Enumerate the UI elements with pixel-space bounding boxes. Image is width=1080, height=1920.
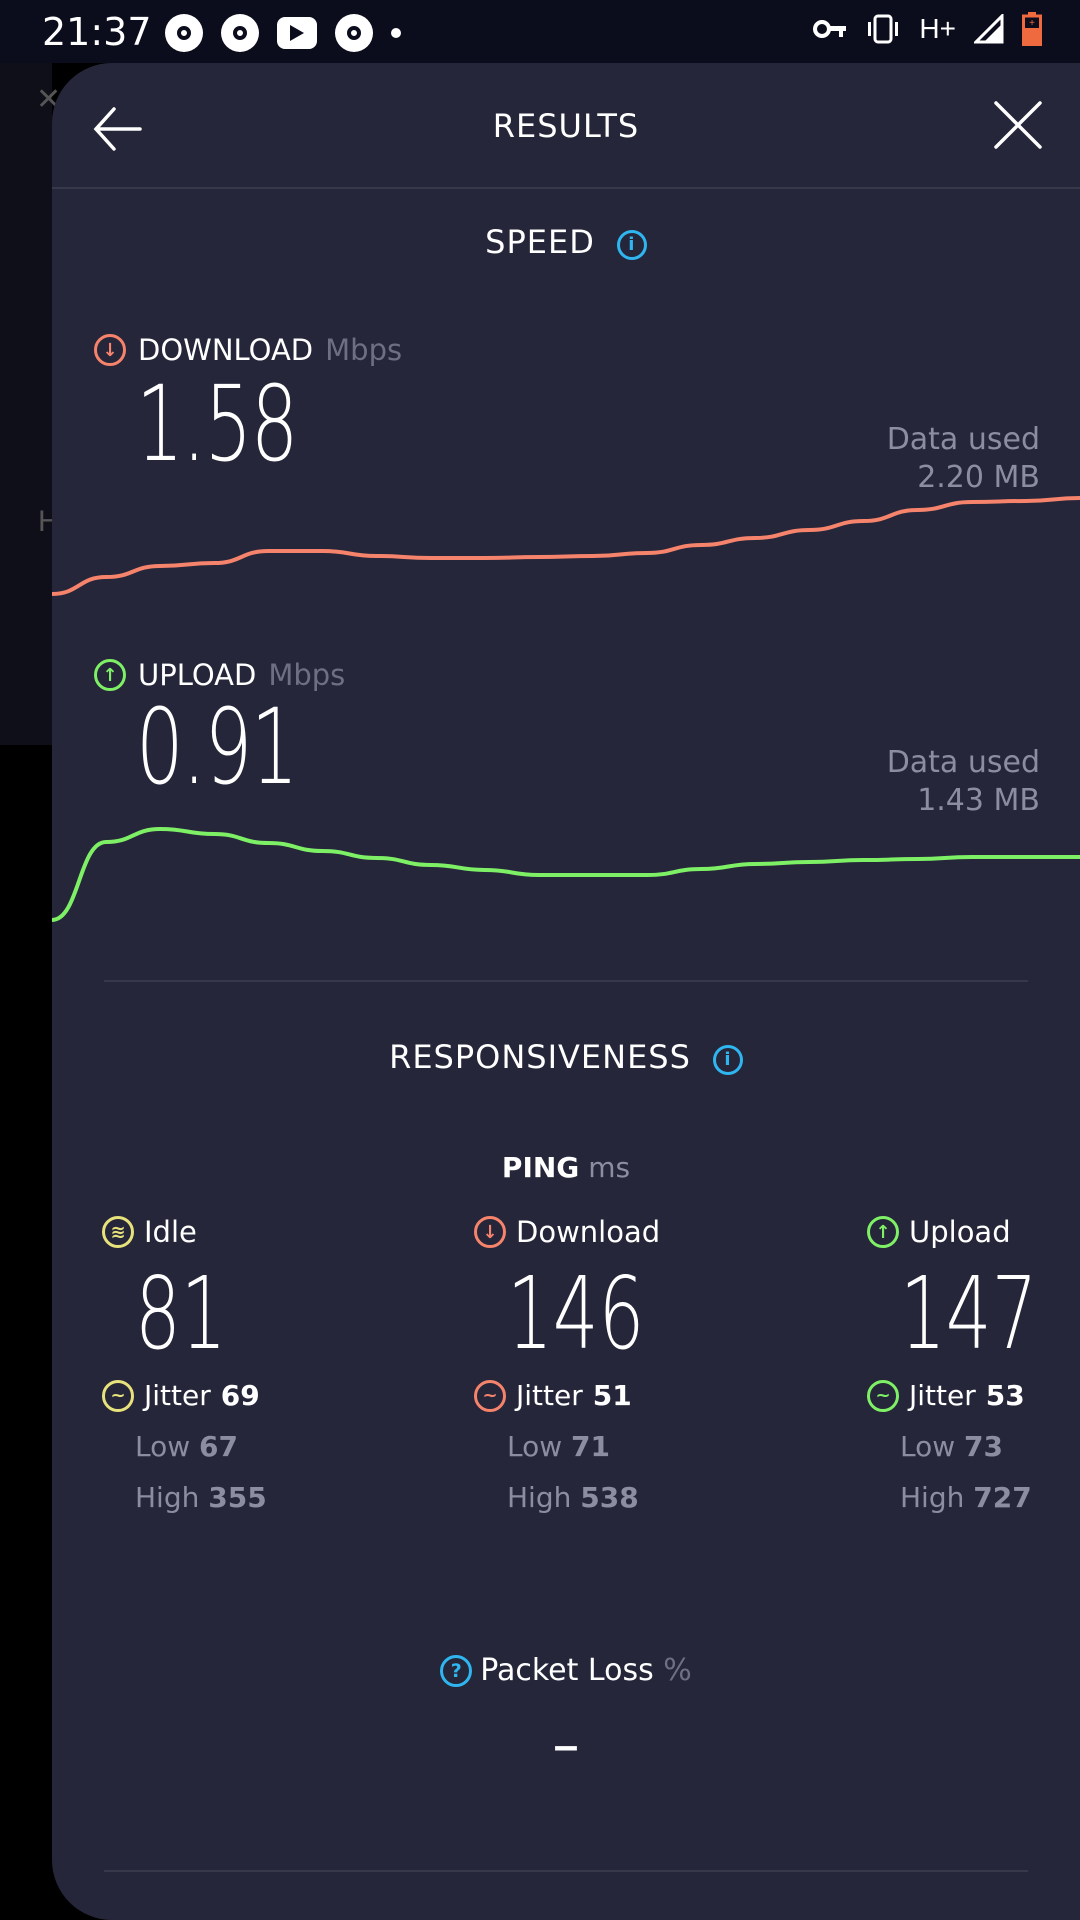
upload-speed-graph (52, 826, 1080, 922)
low-value: 67 (199, 1430, 239, 1463)
responsiveness-info-icon[interactable]: i (712, 1045, 743, 1075)
jitter-label: Jitter (516, 1379, 583, 1412)
svg-text:+: + (1029, 18, 1035, 29)
status-bar: 21:37 H+ + (0, 0, 1080, 63)
high-label: High (900, 1481, 965, 1514)
jitter-value: 53 (985, 1379, 1025, 1412)
ping-label: Idle (144, 1215, 197, 1249)
ping-column-idle: ≋ Idle 81 ~ Jitter 69 Low 67 High 355 (102, 1215, 267, 1514)
ping-column-upload: ↑ Upload 147 ~ Jitter 53 Low 73 High 727 (867, 1215, 1080, 1514)
low-value: 71 (571, 1430, 611, 1463)
responsiveness-section-title: RESPONSIVENESS i (52, 1038, 1080, 1076)
jitter-icon: ~ (102, 1379, 134, 1412)
results-header: RESULTS (52, 63, 1080, 189)
ping-value: 147 (900, 1255, 1038, 1372)
ping-label: Upload (909, 1215, 1011, 1249)
battery-icon: + (1022, 12, 1042, 46)
high-value: 727 (973, 1481, 1032, 1514)
vibrate-icon (868, 14, 899, 44)
page-title: RESULTS (492, 107, 640, 145)
ping-value: 146 (507, 1255, 645, 1372)
more-notifications-icon (391, 28, 401, 38)
speed-trace-line (52, 826, 1080, 922)
upload-speed-value: 0.91 (136, 686, 298, 808)
vpn-key-icon (813, 20, 847, 38)
packet-loss-value: – (553, 1721, 579, 1770)
jitter-icon: ~ (474, 1379, 506, 1412)
download-data-used: Data used 2.20 MB (886, 422, 1040, 495)
high-label: High (507, 1481, 572, 1514)
download-arrow-icon: ↓ (94, 334, 126, 366)
speed-trace-line (52, 496, 1080, 596)
high-label: High (135, 1481, 200, 1514)
low-value: 73 (964, 1430, 1004, 1463)
youtube-icon (277, 17, 317, 49)
status-time: 21:37 (42, 10, 152, 54)
speed-section-title: SPEED i (52, 223, 1080, 261)
divider (104, 1870, 1028, 1872)
packet-loss-label: ? Packet Loss % (52, 1653, 1080, 1688)
ping-label: Download (516, 1215, 661, 1249)
notification-app-icon (165, 14, 203, 52)
jitter-label: Jitter (144, 1379, 211, 1412)
jitter-icon: ~ (867, 1379, 899, 1412)
upload-data-used: Data used 1.43 MB (886, 745, 1040, 818)
upload-ping-icon: ↑ (867, 1216, 899, 1248)
low-label: Low (507, 1430, 563, 1463)
jitter-value: 51 (592, 1379, 632, 1412)
download-ping-icon: ↓ (474, 1216, 506, 1248)
back-arrow-icon[interactable] (88, 99, 148, 159)
divider (104, 980, 1028, 982)
packet-loss-help-icon[interactable]: ? (440, 1655, 473, 1687)
ping-column-download: ↓ Download 146 ~ Jitter 51 Low 71 High 538 (474, 1215, 698, 1514)
download-speed-value: 1.58 (136, 363, 298, 485)
notification-app-icon (221, 14, 259, 52)
low-label: Low (135, 1430, 191, 1463)
jitter-label: Jitter (909, 1379, 976, 1412)
close-icon[interactable] (992, 99, 1044, 151)
signal-icon (974, 14, 1004, 44)
speed-info-icon[interactable]: i (616, 230, 647, 260)
upload-label: ↑ UPLOAD Mbps (94, 658, 345, 692)
high-value: 355 (208, 1481, 267, 1514)
network-type: H+ (919, 13, 956, 44)
background-app (0, 63, 52, 745)
ping-value: 81 (135, 1255, 227, 1372)
notification-app-icon (335, 14, 373, 52)
high-value: 538 (580, 1481, 639, 1514)
download-speed-graph (52, 496, 1080, 596)
results-sheet: RESULTS SPEED i ↓ DOWNLOAD Mbps 1.58 Data… (52, 63, 1080, 1920)
upload-arrow-icon: ↑ (94, 659, 126, 691)
idle-ping-icon: ≋ (102, 1216, 134, 1248)
ping-title: PING ms (501, 1151, 631, 1184)
jitter-value: 69 (220, 1379, 260, 1412)
download-label: ↓ DOWNLOAD Mbps (94, 333, 402, 367)
low-label: Low (900, 1430, 956, 1463)
